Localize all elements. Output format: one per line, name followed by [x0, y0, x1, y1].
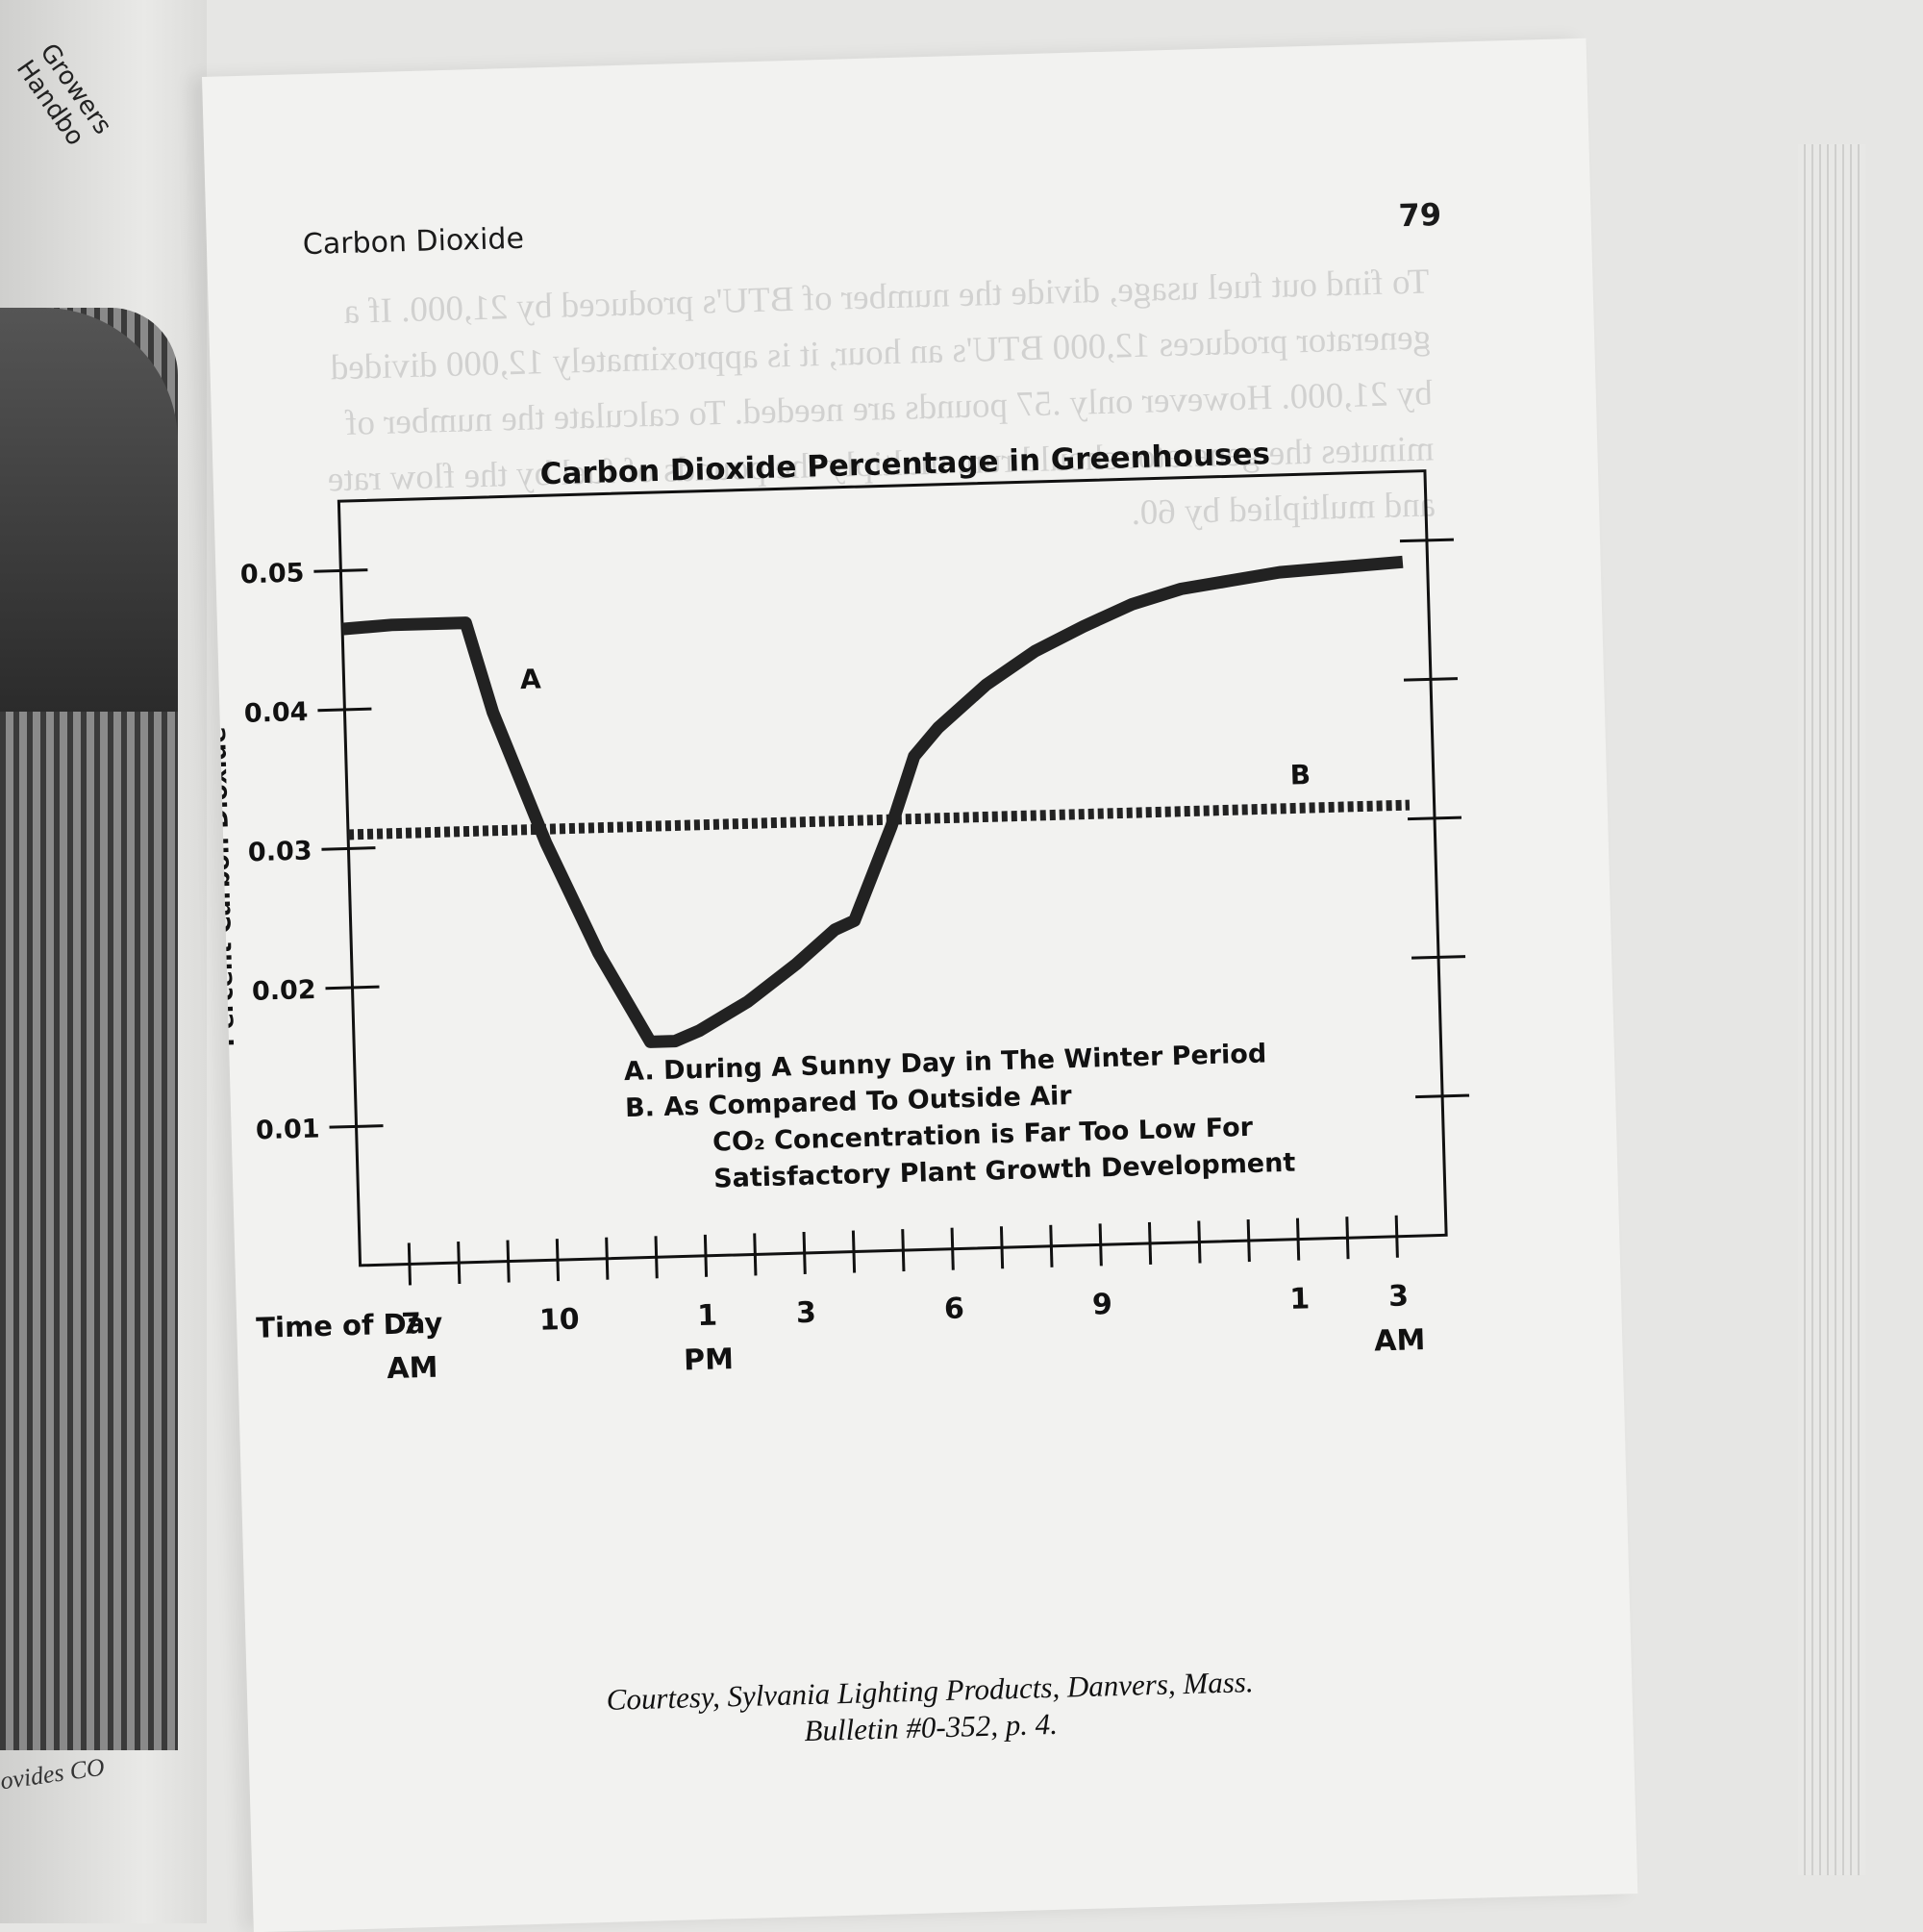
x-tick [407, 1242, 412, 1286]
x-tick [555, 1239, 561, 1282]
y-tick-right [1399, 538, 1454, 543]
y-tick [317, 707, 372, 713]
page-edges [1798, 144, 1865, 1875]
x-tick [1394, 1215, 1399, 1258]
x-tick [1147, 1221, 1153, 1265]
x-tick-label: 3 [1388, 1279, 1410, 1314]
x-tick [999, 1226, 1005, 1269]
x-tick [901, 1229, 906, 1272]
x-tick-label: 3 [795, 1296, 816, 1331]
x-tick-label: 10 [538, 1303, 580, 1338]
y-tick-label: 0.02 [252, 975, 316, 1007]
x-tick [605, 1237, 610, 1280]
y-tick [329, 1124, 384, 1129]
x-tick [851, 1230, 857, 1273]
x-tick [457, 1241, 462, 1285]
y-tick-right [1411, 955, 1466, 960]
x-tick-sublabel: AM [1374, 1323, 1426, 1358]
y-tick-label: 0.03 [247, 836, 312, 867]
y-tick-label: 0.01 [256, 1114, 320, 1145]
x-tick-label: 7 [401, 1307, 422, 1342]
series-label-b: B [1289, 759, 1311, 791]
x-tick-label: 1 [1289, 1282, 1311, 1317]
y-tick [321, 846, 376, 851]
x-tick [1345, 1217, 1350, 1260]
x-tick [753, 1233, 758, 1276]
legend-line: B. As Compared To Outside Air [625, 1081, 1073, 1123]
y-tick-right [1415, 1093, 1470, 1099]
x-tick [1049, 1224, 1054, 1267]
greenhouse-photo [0, 308, 178, 1750]
y-axis-label: Percent Carbon Dioxide [203, 726, 239, 1047]
x-tick [1246, 1219, 1251, 1263]
x-tick [802, 1231, 807, 1275]
book-page: To find out fuel usage, divide the numbe… [202, 38, 1638, 1932]
series-label-a: A [520, 663, 542, 695]
x-tick [950, 1227, 955, 1270]
x-tick [1295, 1217, 1301, 1261]
left-caption: ovides CO [0, 1752, 107, 1795]
left-running-head: Growers Handbo [10, 38, 117, 152]
x-tick [703, 1234, 709, 1277]
x-tick [654, 1236, 659, 1279]
co2-chart: 0.01 0.02 0.03 0.04 0.05 7 AM 10 1 PM 3 6 9 1 3 AM Perce… [203, 469, 1470, 1386]
x-tick-label: 6 [944, 1292, 965, 1326]
x-tick-label: 1 [697, 1299, 718, 1334]
y-tick-label: 0.04 [243, 697, 308, 729]
y-tick-right [1407, 815, 1462, 821]
x-tick [1098, 1223, 1103, 1267]
series-line-A [341, 555, 1404, 1048]
y-tick [313, 568, 368, 573]
legend-line: A. During A Sunny Day in The Winter Peri… [624, 1039, 1267, 1087]
left-page: Growers Handbo ovides CO [0, 0, 207, 1923]
x-tick [1197, 1220, 1202, 1264]
y-tick-right [1403, 677, 1459, 682]
greenhouse-dome [0, 308, 178, 712]
x-axis-label: Time of Day [256, 1307, 443, 1344]
x-tick-sublabel: PM [684, 1342, 735, 1377]
x-tick [506, 1240, 511, 1283]
y-tick [325, 985, 380, 991]
x-tick-sublabel: AM [387, 1351, 438, 1386]
y-tick-label: 0.05 [239, 559, 304, 590]
x-tick-label: 9 [1092, 1288, 1113, 1322]
series-line-B [347, 799, 1411, 841]
